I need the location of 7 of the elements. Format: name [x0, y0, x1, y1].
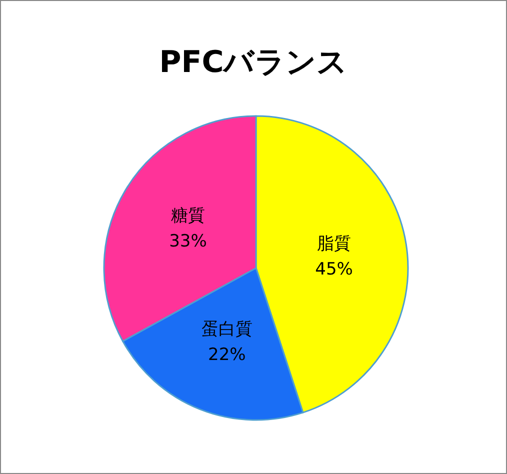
chart-title: PFCバランス [159, 45, 348, 80]
data-label: 33% [169, 231, 207, 252]
data-label: 22% [208, 345, 246, 366]
slice-label: 蛋白質 [201, 320, 252, 340]
slice-label: 糖質 [170, 206, 205, 226]
slice-label: 脂質 [317, 234, 352, 254]
data-label: 45% [315, 259, 353, 280]
